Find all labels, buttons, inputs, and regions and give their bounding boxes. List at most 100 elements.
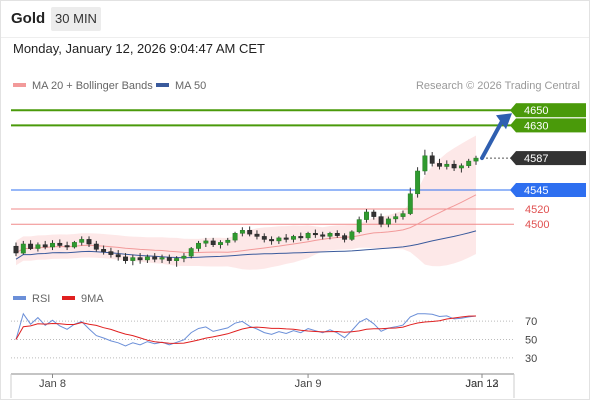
candle-body: [254, 233, 260, 237]
candle-body: [334, 233, 340, 236]
candle: [378, 213, 384, 228]
candle: [371, 209, 377, 220]
candle: [451, 160, 457, 171]
candle: [473, 155, 479, 165]
candle: [152, 253, 158, 263]
candle: [64, 241, 70, 251]
legend-item-rsi: RSI: [13, 293, 50, 305]
candle: [144, 254, 150, 263]
ma20-line: [15, 194, 477, 254]
legend-swatch-ma50: [156, 83, 169, 88]
candle: [356, 216, 362, 234]
candle-body: [247, 230, 253, 235]
candle: [261, 233, 267, 243]
candle-body: [466, 160, 472, 166]
candle-body: [232, 233, 238, 241]
candle-body: [64, 245, 70, 248]
candle-body: [371, 211, 377, 217]
candle-body: [349, 231, 355, 240]
candle-body: [356, 219, 362, 233]
legend-item-ma20: MA 20 + Bollinger Bands: [13, 80, 153, 92]
x-tick-label: Jan 12: [465, 378, 498, 390]
candle: [71, 240, 77, 249]
rsi-tick-70: 70: [525, 316, 537, 328]
x-tick-label: Jan 13: [465, 378, 498, 390]
candle-body: [166, 257, 172, 261]
level-label-4587-box: [516, 151, 586, 166]
candle-body: [283, 237, 289, 240]
candle: [247, 226, 253, 237]
chart-datetime: Monday, January 12, 2026 9:04:47 AM CET: [13, 41, 265, 56]
candle: [20, 240, 26, 255]
candle: [42, 240, 48, 250]
candle-body: [210, 240, 216, 245]
rsi-tick-50: 50: [525, 335, 537, 347]
candle-body: [108, 251, 114, 255]
candle: [123, 253, 128, 264]
candle-body: [57, 242, 63, 246]
rsi-line: [15, 312, 477, 347]
legend-item-9ma: 9MA: [62, 293, 104, 305]
candle: [305, 231, 311, 241]
candle: [196, 240, 201, 252]
candle-body: [152, 256, 158, 260]
candle: [393, 213, 399, 223]
legend-swatch-ma20: [13, 83, 26, 88]
level-label-4630-pointer: [510, 118, 516, 133]
candle: [13, 242, 19, 257]
candle-body: [239, 230, 245, 234]
candle-body: [79, 239, 85, 243]
candle: [407, 187, 413, 216]
candle: [115, 250, 121, 261]
candle: [276, 236, 282, 244]
candle-body: [159, 257, 165, 260]
candle-body: [437, 163, 442, 167]
candle-body: [50, 242, 55, 248]
x-tick-label: Jan 9: [295, 378, 322, 390]
candle: [254, 230, 260, 240]
symbol-title: Gold: [11, 10, 46, 27]
candle-body: [115, 254, 121, 258]
level-label-4650: 4650: [524, 105, 548, 117]
candle: [466, 158, 472, 168]
level-label-4650-pointer: [510, 103, 516, 118]
legend-label-9ma: 9MA: [81, 293, 104, 305]
candle-body: [123, 256, 128, 261]
candle: [458, 163, 464, 173]
candle: [269, 236, 275, 245]
candle: [291, 234, 296, 243]
candle-body: [342, 235, 348, 240]
candle-body: [364, 211, 369, 220]
candle-body: [13, 245, 19, 254]
candle: [415, 167, 421, 198]
candle-body: [225, 239, 231, 243]
candle-body: [188, 248, 194, 257]
candle: [320, 231, 326, 240]
candle: [239, 227, 245, 237]
candle: [86, 236, 92, 247]
timeframe-button[interactable]: 30 MIN: [51, 7, 101, 31]
candle-body: [181, 255, 187, 259]
candle: [203, 237, 209, 247]
candle-body: [35, 244, 41, 249]
candle: [327, 231, 333, 240]
level-label-4545-pointer: [510, 183, 516, 197]
candle: [35, 242, 41, 252]
candle: [210, 237, 216, 247]
candle: [349, 230, 355, 241]
candle: [225, 237, 231, 246]
candle-body: [291, 236, 296, 240]
candle: [93, 240, 99, 252]
candle-body: [203, 240, 209, 244]
candle-body: [385, 218, 391, 225]
candle-body: [320, 234, 326, 237]
level-label-4587-pointer: [510, 151, 516, 166]
candle: [298, 232, 304, 241]
candle: [101, 245, 107, 255]
rsi-tick-30: 30: [525, 353, 537, 365]
candle-body: [327, 233, 333, 237]
candle-body: [130, 257, 136, 261]
level-label-4587: 4587: [524, 153, 548, 165]
candle: [159, 254, 165, 263]
candle: [188, 247, 194, 259]
